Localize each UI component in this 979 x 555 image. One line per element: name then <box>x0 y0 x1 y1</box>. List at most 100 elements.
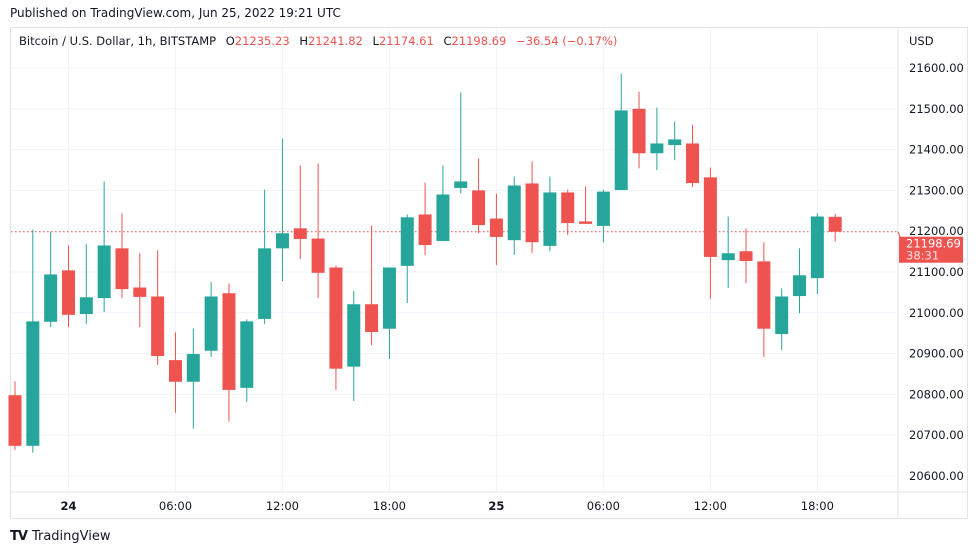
candle <box>454 92 468 194</box>
candle <box>489 193 503 266</box>
candle <box>204 282 218 357</box>
candle-body <box>347 304 361 367</box>
candle <box>757 242 771 357</box>
last-price-label: 21198.69 <box>906 237 961 251</box>
candle-body <box>26 321 40 446</box>
tradingview-logo-icon: TV <box>10 529 28 544</box>
close-value: 21198.69 <box>451 34 507 48</box>
candle <box>275 138 289 281</box>
candle-body <box>757 261 771 329</box>
candle <box>26 229 40 453</box>
y-tick-label: 20700.00 <box>909 428 964 442</box>
y-tick-label: 21200.00 <box>909 224 964 238</box>
y-tick-label: 21000.00 <box>909 306 964 320</box>
y-tick-label: 21400.00 <box>909 143 964 157</box>
candle <box>186 328 200 429</box>
candle-body <box>8 395 22 446</box>
x-tick-label: 06:00 <box>159 499 192 513</box>
candle <box>365 225 379 346</box>
candle-body <box>579 221 593 224</box>
candle-body <box>525 183 539 243</box>
open-value: 21235.23 <box>234 34 290 48</box>
open-label: O <box>225 34 235 48</box>
candle-body <box>311 238 325 273</box>
candle-body <box>79 297 93 315</box>
candle <box>61 245 75 328</box>
change-value: −36.54 (−0.17%) <box>516 34 618 48</box>
brand-name: TradingView <box>31 529 111 544</box>
candle <box>507 176 521 255</box>
x-tick-label: 25 <box>488 499 504 513</box>
candle <box>222 283 236 422</box>
candle <box>168 332 182 413</box>
candle <box>739 228 753 284</box>
candle <box>828 214 842 242</box>
candle-body <box>133 287 147 297</box>
candle-body <box>61 270 75 315</box>
candle-body <box>793 275 807 297</box>
candle <box>543 176 557 252</box>
candle-body <box>258 248 272 319</box>
symbol-title[interactable]: Bitcoin / U.S. Dollar, 1h, BITSTAMP <box>19 34 217 48</box>
ohlc-legend: Bitcoin / U.S. Dollar, 1h, BITSTAMP O212… <box>19 34 617 48</box>
candle <box>329 265 343 390</box>
published-caption: Published on TradingView.com, Jun 25, 20… <box>10 6 341 20</box>
y-tick-label: 21600.00 <box>909 61 964 75</box>
candle <box>793 248 807 314</box>
candle-body <box>436 194 450 241</box>
candle <box>436 165 450 241</box>
candle <box>240 319 254 402</box>
candle <box>775 288 789 350</box>
candle-body <box>703 177 717 257</box>
last-price-badge <box>899 236 963 263</box>
candle <box>311 163 325 299</box>
candle-body <box>721 253 735 261</box>
candle-body <box>668 139 682 146</box>
y-tick-label: 21500.00 <box>909 102 964 116</box>
candle-body <box>810 216 824 279</box>
candle-body <box>97 245 111 299</box>
candle-body <box>686 143 700 184</box>
candle-body <box>739 251 753 261</box>
chart-frame <box>10 27 968 519</box>
candle-body <box>507 185 521 241</box>
x-tick-label: 18:00 <box>801 499 834 513</box>
candle <box>133 253 147 328</box>
candle-body <box>44 274 58 322</box>
high-value: 21241.82 <box>307 34 363 48</box>
candle <box>810 213 824 295</box>
candle <box>703 167 717 299</box>
candle <box>151 250 165 366</box>
candle-body <box>168 360 182 382</box>
candle-body <box>561 192 575 224</box>
candle-body <box>293 228 307 239</box>
candle <box>668 121 682 161</box>
candle-body <box>543 192 557 246</box>
footer-brand[interactable]: TV TradingView <box>10 529 110 544</box>
candle <box>97 181 111 312</box>
candle <box>721 216 735 288</box>
low-value: 21174.61 <box>378 34 434 48</box>
x-tick-label: 24 <box>60 499 76 513</box>
candle-body <box>596 191 610 226</box>
candle <box>258 189 272 324</box>
candle <box>614 73 628 190</box>
candle-body <box>454 181 468 188</box>
candle <box>400 214 414 304</box>
candle <box>8 381 22 450</box>
candle <box>525 161 539 253</box>
candle <box>347 291 361 401</box>
candle-body <box>186 354 200 382</box>
candle-body <box>365 304 379 332</box>
candle <box>44 231 58 328</box>
candle <box>293 165 307 259</box>
candle-body <box>400 217 414 266</box>
candle-body <box>418 214 432 246</box>
candle-body <box>828 216 842 232</box>
candle-body <box>240 321 254 388</box>
x-tick-label: 18:00 <box>373 499 406 513</box>
low-label: L <box>372 34 379 48</box>
candle <box>418 182 432 255</box>
x-tick-label: 12:00 <box>266 499 299 513</box>
